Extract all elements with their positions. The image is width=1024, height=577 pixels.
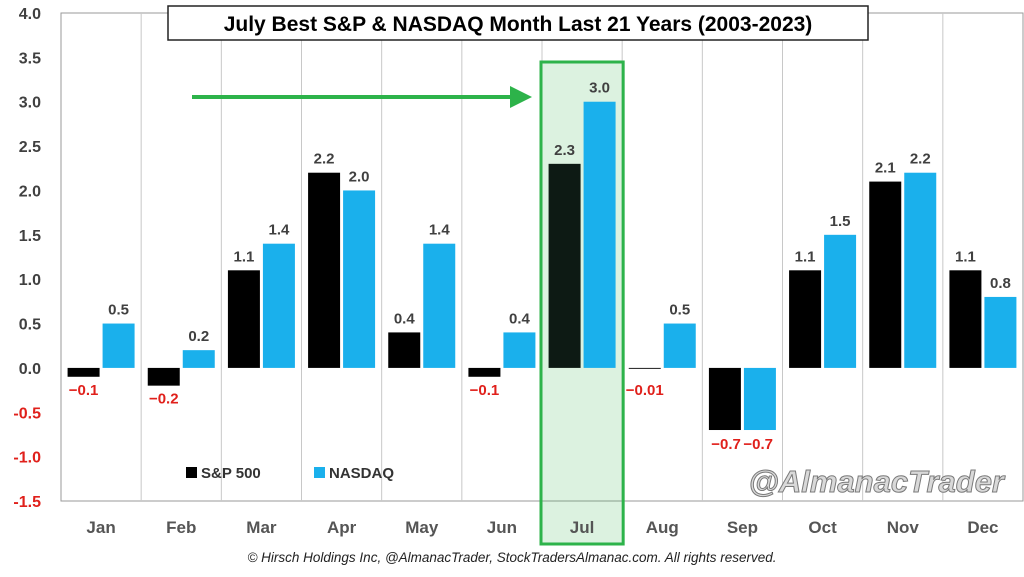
copyright-credit: © Hirsch Holdings Inc, @AlmanacTrader, S… [247,550,777,565]
x-tick-label-nov: Nov [887,518,920,537]
sp500-bar-jul [548,163,581,368]
y-tick-label: 1.5 [19,228,41,245]
y-tick-label: 3.5 [19,50,41,67]
y-tick-label: 0.5 [19,317,41,334]
nasdaq-bar-aug [663,323,696,368]
sp500-bar-jun [468,367,501,377]
sp500-value-label-mar: 1.1 [233,248,254,265]
nasdaq-bar-nov [904,172,937,368]
sp500-value-label-jun: −0.1 [470,382,500,399]
y-tick-label: -1.5 [13,494,41,511]
bar-chart: −0.1 −0.2 1.1 2.2 0.4 −0.1 2.3 −0.01 −0.7 1.1 2.1 1… [13,5,1024,546]
legend-swatch-sp500 [186,467,197,478]
nasdaq-value-label-oct: 1.5 [830,213,851,230]
x-tick-label-jan: Jan [86,518,115,537]
y-tick-label: 2.5 [19,139,41,156]
pointer-arrow-head [510,86,532,108]
x-tick-label-mar: Mar [246,518,277,537]
chart-title-box: July Best S&P & NASDAQ Month Last 21 Yea… [167,5,869,41]
chart-title: July Best S&P & NASDAQ Month Last 21 Yea… [224,13,813,36]
sp500-value-label-aug: −0.01 [626,382,664,399]
sp500-value-label-jul: 2.3 [554,142,575,159]
legend-label-sp500: S&P 500 [201,465,261,482]
sp500-bar-jan [67,367,100,377]
y-tick-label: -1.0 [13,450,41,467]
sp500-bar-apr [308,172,341,368]
x-tick-label-oct: Oct [808,518,837,537]
y-tick-label: 1.0 [19,272,41,289]
nasdaq-bar-jun [503,332,536,368]
nasdaq-value-label-jan: 0.5 [108,302,129,319]
nasdaq-value-label-apr: 2.0 [349,168,370,185]
y-tick-label: 3.0 [19,95,41,112]
y-tick-label: 0.0 [19,361,41,378]
x-tick-label-apr: Apr [327,518,357,537]
sp500-bar-may [388,332,421,368]
nasdaq-value-label-may: 1.4 [429,222,451,239]
x-tick-label-jun: Jun [487,518,517,537]
sp500-value-label-jan: −0.1 [69,382,99,399]
nasdaq-value-label-feb: 0.2 [188,328,209,345]
nasdaq-value-label-mar: 1.4 [268,222,290,239]
x-tick-label-jul: Jul [570,518,595,537]
legend: S&P 500 NASDAQ [186,465,394,482]
x-tick-label-sep: Sep [727,518,758,537]
nasdaq-value-label-jun: 0.4 [509,310,531,327]
x-tick-label-dec: Dec [967,518,998,537]
sp500-bar-sep [708,367,741,431]
legend-label-nasdaq: NASDAQ [329,465,394,482]
nasdaq-bar-feb [182,350,215,368]
x-tick-label-may: May [405,518,439,537]
y-tick-label: 4.0 [19,6,41,23]
nasdaq-value-label-jul: 3.0 [589,80,610,97]
sp500-value-label-feb: −0.2 [149,391,179,408]
sp500-bar-nov [869,181,902,368]
nasdaq-bar-apr [343,190,376,368]
sp500-value-label-nov: 2.1 [875,160,896,177]
nasdaq-value-label-sep: −0.7 [743,436,773,453]
sp500-value-label-dec: 1.1 [955,248,976,265]
sp500-bar-oct [789,270,822,368]
nasdaq-value-label-nov: 2.2 [910,151,931,168]
sp500-value-label-may: 0.4 [394,310,416,327]
sp500-bar-mar [227,270,260,368]
nasdaq-bar-jul [583,101,616,368]
sp500-value-label-oct: 1.1 [795,248,816,265]
sp500-value-label-apr: 2.2 [314,151,335,168]
x-tick-label-feb: Feb [166,518,196,537]
nasdaq-bar-sep [743,367,776,431]
nasdaq-bar-oct [824,234,857,368]
nasdaq-bar-may [423,243,456,368]
watermark: @AlmanacTrader [749,464,1006,499]
sp500-bar-aug [628,367,661,369]
legend-swatch-nasdaq [314,467,325,478]
sp500-bar-dec [949,270,982,368]
nasdaq-value-label-aug: 0.5 [669,302,690,319]
sp500-bar-feb [147,367,180,386]
nasdaq-bar-dec [984,296,1017,368]
nasdaq-bar-jan [102,323,135,368]
sp500-value-label-sep: −0.7 [711,436,741,453]
y-tick-label: -0.5 [13,405,41,422]
x-tick-label-aug: Aug [646,518,679,537]
y-tick-label: 2.0 [19,183,41,200]
nasdaq-bar-mar [262,243,295,368]
nasdaq-value-label-dec: 0.8 [990,275,1011,292]
